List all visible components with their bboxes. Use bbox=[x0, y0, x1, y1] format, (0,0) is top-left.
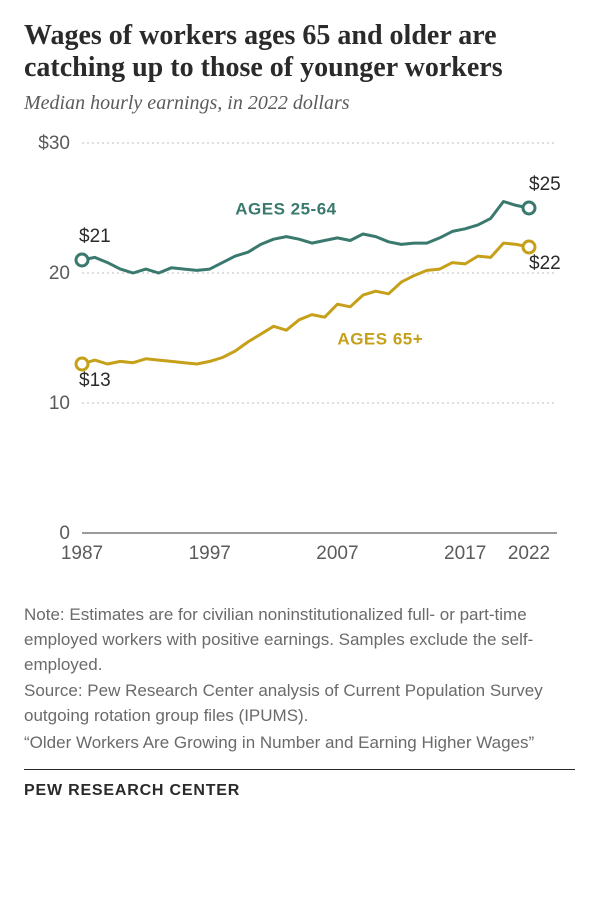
note-line: Source: Pew Research Center analysis of … bbox=[24, 679, 575, 728]
brand-footer: PEW RESEARCH CENTER bbox=[24, 769, 575, 800]
svg-text:$21: $21 bbox=[79, 226, 111, 247]
chart-notes: Note: Estimates are for civilian noninst… bbox=[24, 603, 575, 755]
svg-text:2007: 2007 bbox=[316, 543, 358, 564]
chart-subtitle: Median hourly earnings, in 2022 dollars bbox=[24, 92, 575, 115]
note-line: “Older Workers Are Growing in Number and… bbox=[24, 731, 575, 756]
svg-text:$22: $22 bbox=[529, 253, 561, 274]
svg-text:AGES 25-64: AGES 25-64 bbox=[235, 200, 336, 219]
svg-text:2017: 2017 bbox=[444, 543, 486, 564]
note-line: Note: Estimates are for civilian noninst… bbox=[24, 603, 575, 677]
svg-text:2022: 2022 bbox=[508, 543, 550, 564]
svg-text:0: 0 bbox=[59, 523, 70, 544]
chart-card: Wages of workers ages 65 and older are c… bbox=[0, 0, 599, 820]
svg-text:20: 20 bbox=[49, 263, 70, 284]
svg-text:$13: $13 bbox=[79, 370, 111, 391]
chart-svg: 0 10 20 $30 1987 1997 2007 2017 2022 $21 $25 AGES 2… bbox=[24, 133, 575, 583]
svg-text:$30: $30 bbox=[38, 133, 70, 154]
svg-text:1987: 1987 bbox=[61, 543, 103, 564]
line-chart: 0 10 20 $30 1987 1997 2007 2017 2022 $21 $25 AGES 2… bbox=[24, 133, 575, 583]
svg-text:1997: 1997 bbox=[189, 543, 231, 564]
svg-text:AGES 65+: AGES 65+ bbox=[337, 330, 423, 349]
chart-title: Wages of workers ages 65 and older are c… bbox=[24, 20, 575, 84]
svg-text:10: 10 bbox=[49, 393, 70, 414]
svg-text:$25: $25 bbox=[529, 174, 561, 195]
